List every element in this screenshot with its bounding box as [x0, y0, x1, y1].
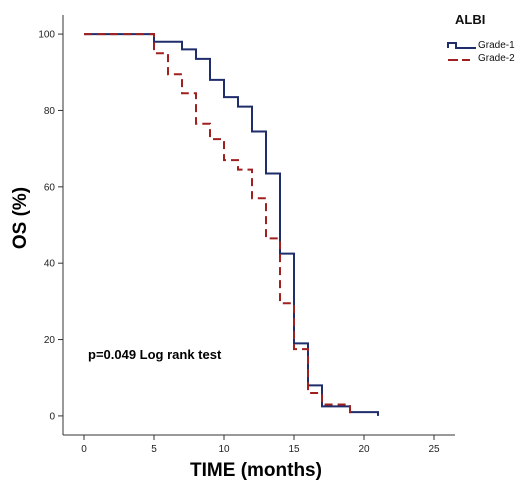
series-line-grade-2 [84, 33, 351, 416]
x-ticks: 0 5 10 15 20 25 [81, 435, 440, 455]
x-tick-label: 5 [151, 444, 157, 455]
y-tick-label: 100 [38, 30, 55, 41]
annotation-p-value: p=0.049 Log rank test [88, 347, 222, 362]
x-tick-label: 20 [358, 444, 370, 455]
series-line-grade-1 [84, 33, 379, 416]
x-tick-label: 15 [288, 444, 300, 455]
series-layer [84, 33, 379, 416]
y-tick-label: 80 [44, 106, 56, 117]
x-axis-title: TIME (months) [190, 460, 322, 481]
x-tick-label: 10 [218, 444, 230, 455]
axes: 0 20 40 60 80 100 0 5 10 15 20 25 [38, 15, 455, 455]
y-tick-label: 40 [44, 259, 56, 270]
y-axis-title: OS (%) [10, 187, 31, 249]
legend-label-grade-1: Grade-1 [478, 40, 515, 51]
legend-label-grade-2: Grade-2 [478, 53, 515, 64]
y-ticks: 0 20 40 60 80 100 [38, 30, 63, 422]
x-tick-label: 0 [81, 444, 87, 455]
y-tick-label: 0 [49, 411, 55, 422]
legend: ALBI Grade-1 Grade-2 [447, 12, 515, 64]
y-tick-label: 60 [44, 182, 56, 193]
legend-title: ALBI [455, 12, 485, 27]
y-tick-label: 20 [44, 335, 56, 346]
legend-swatch-grade-1 [447, 42, 476, 49]
x-tick-label: 25 [428, 444, 440, 455]
